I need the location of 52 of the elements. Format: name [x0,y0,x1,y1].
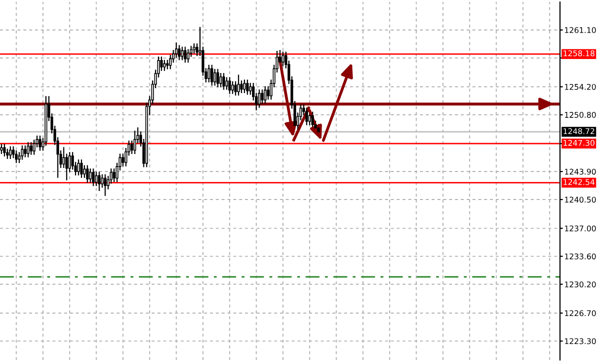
candlestick [98,172,101,192]
candlestick [258,90,261,108]
candlestick [178,45,181,60]
candlestick [210,64,214,86]
candlestick [282,52,284,66]
candlestick [234,81,237,96]
candlestick [237,74,240,96]
candlestick [249,82,252,95]
candlestick [266,86,270,100]
candlestick [208,64,210,82]
candlestick [38,136,42,151]
candlestick [3,144,6,156]
candlestick [308,112,311,126]
candlestick [130,140,134,154]
candlestick [112,168,116,182]
candlestick [14,150,18,164]
candlestick [184,46,186,63]
candlestick [80,159,83,178]
candlestick [104,174,106,196]
candlestick [89,168,92,183]
candlestick [9,146,12,159]
candlestick [24,145,26,158]
candlestick [26,142,30,158]
candlestick [219,73,222,88]
candlestick [30,142,32,155]
candlestick [163,60,166,71]
candlestick [225,77,228,90]
candlestick [305,108,308,126]
candlestick [180,46,184,60]
candlestick [264,86,266,104]
candlestick [92,168,95,186]
candlestick [243,80,246,94]
candlestick [311,112,314,128]
candlestick [186,49,190,63]
candlestick [134,130,136,154]
candlestick [122,154,124,166]
candlestick [160,56,163,71]
candlestick [0,144,3,154]
candlestick [231,81,234,94]
candlestick [260,90,264,104]
candlestick [216,68,220,88]
candlestick [83,165,86,178]
candlestick [20,145,24,160]
candlestick [86,165,89,183]
candlestick [240,80,243,94]
candlestick [246,80,249,95]
candlestick [222,73,226,90]
candlestick [192,43,196,54]
candlestick [32,140,36,155]
candlestick [228,77,231,94]
candlestick [77,159,80,176]
candlestick [214,68,216,86]
